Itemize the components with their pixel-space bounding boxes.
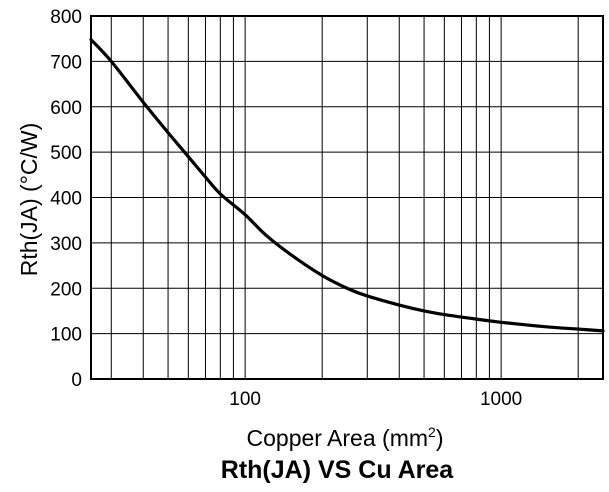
y-tick-label: 400: [50, 189, 82, 210]
y-tick-label: 600: [50, 98, 82, 119]
x-tick-label: 1000: [480, 389, 522, 410]
y-tick-label: 800: [50, 7, 82, 28]
x-axis-label-main: Copper Area (mm: [247, 425, 429, 451]
x-axis-label-superscript: 2: [428, 424, 436, 440]
y-tick-label: 700: [50, 52, 82, 73]
x-axis-label-suffix: ): [436, 425, 444, 451]
chart-title: Rth(JA) VS Cu Area: [221, 456, 455, 484]
x-tick-label: 100: [229, 389, 261, 410]
plot-frame: [90, 15, 604, 380]
x-axis-label: Copper Area (mm2): [247, 424, 444, 451]
y-tick-label: 500: [50, 143, 82, 164]
y-tick-label: 200: [50, 279, 82, 300]
series-line: [89, 37, 605, 333]
y-tick-label: 0: [71, 370, 82, 391]
y-tick-label: 300: [50, 234, 82, 255]
y-tick-label: 100: [50, 325, 82, 346]
tick-labels: 0 100 200 300 400 500 600 700 800 100 1000: [50, 7, 522, 410]
y-axis-label: Rth(JA) (°C/W): [16, 123, 42, 277]
